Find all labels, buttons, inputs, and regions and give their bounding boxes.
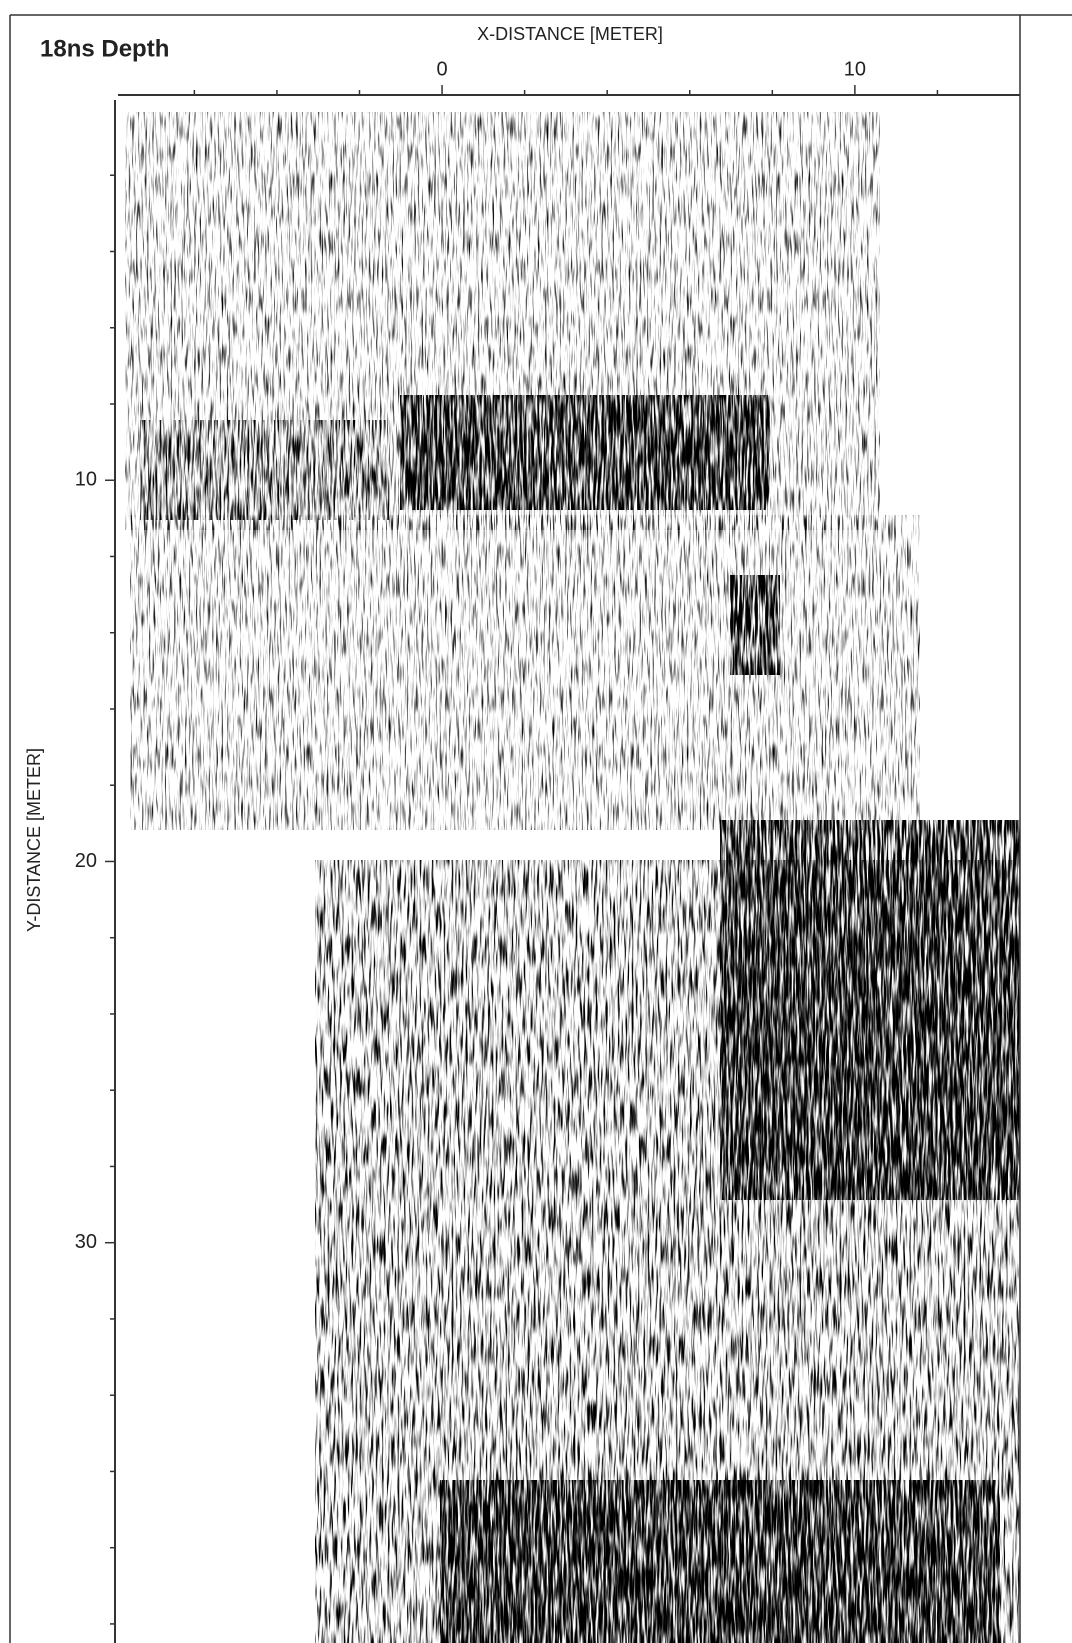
x-axis-label: X-DISTANCE [METER]	[477, 24, 663, 44]
dark-zone	[440, 1480, 1000, 1643]
y-tick-label: 20	[75, 850, 97, 872]
x-tick-label: 0	[436, 58, 447, 80]
dark-zone	[140, 420, 390, 520]
dark-zone	[400, 395, 770, 510]
x-tick-label: 10	[844, 58, 866, 80]
light-zone	[130, 515, 920, 830]
y-tick-label: 10	[75, 469, 97, 491]
dark-zone	[720, 820, 1020, 1200]
radar-image	[125, 112, 1020, 1643]
y-axis-label: Y-DISTANCE [METER]	[24, 748, 44, 932]
y-tick-label: 30	[75, 1231, 97, 1253]
dark-zone	[730, 575, 780, 675]
chart: 18ns Depth X-DISTANCE [METER] Y-DISTANCE…	[0, 0, 1072, 1643]
chart-title: 18ns Depth	[40, 35, 169, 62]
